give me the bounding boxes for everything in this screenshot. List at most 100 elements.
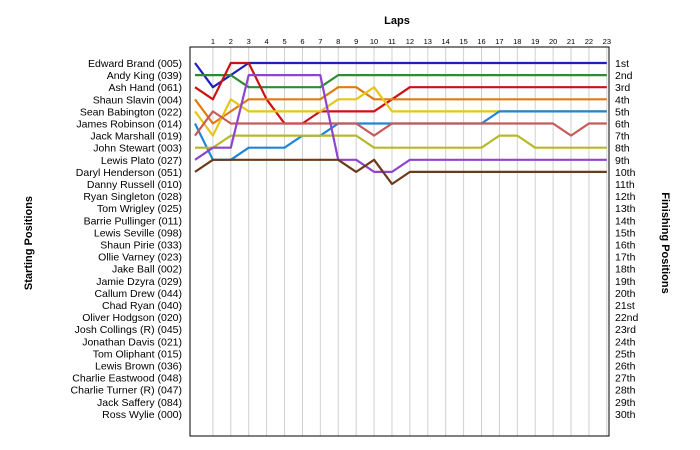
starting-driver-label: Lewis Brown (036) bbox=[95, 361, 182, 373]
starting-driver-label: Ash Hand (061) bbox=[108, 82, 182, 94]
finishing-position-label: 7th bbox=[615, 131, 630, 143]
x-tick-label: 6 bbox=[300, 37, 304, 46]
starting-driver-label: Charlie Eastwood (048) bbox=[72, 373, 182, 385]
starting-driver-label: Charlie Turner (R) (047) bbox=[71, 385, 182, 397]
finishing-position-label: 25th bbox=[615, 348, 636, 360]
finishing-position-label: 14th bbox=[615, 215, 636, 227]
starting-driver-label: Shaun Slavin (004) bbox=[93, 94, 182, 106]
finishing-position-label: 5th bbox=[615, 106, 630, 118]
x-tick-label: 7 bbox=[318, 37, 322, 46]
starting-driver-label: Sean Babington (022) bbox=[80, 106, 182, 118]
plot-frame bbox=[189, 46, 610, 437]
series-line bbox=[195, 73, 607, 89]
starting-driver-label: Andy King (039) bbox=[107, 70, 182, 82]
finishing-position-label: 8th bbox=[615, 143, 630, 155]
series-line bbox=[194, 61, 607, 89]
starting-driver-label: Callum Drew (044) bbox=[94, 288, 182, 300]
x-tick-label: 16 bbox=[477, 37, 485, 46]
finishing-position-label: 21st bbox=[615, 300, 635, 312]
finishing-position-label: 18th bbox=[615, 264, 636, 276]
finishing-position-label: 3rd bbox=[615, 82, 630, 94]
series-line bbox=[194, 158, 607, 186]
x-tick-label: 18 bbox=[513, 37, 521, 46]
x-tick-label: 20 bbox=[549, 37, 557, 46]
starting-driver-label: Tom Oliphant (015) bbox=[93, 348, 182, 360]
finishing-position-label: 4th bbox=[615, 94, 630, 106]
x-tick-label: 1 bbox=[211, 37, 215, 46]
series-line bbox=[195, 134, 607, 149]
finishing-position-label: 16th bbox=[615, 240, 636, 252]
starting-driver-label: John Stewart (003) bbox=[93, 143, 182, 155]
x-tick-label: 23 bbox=[603, 37, 611, 46]
starting-driver-label: Jonathan Davis (021) bbox=[82, 336, 182, 348]
starting-driver-label: Jamie Dzyra (029) bbox=[96, 276, 182, 288]
finishing-position-label: 30th bbox=[615, 409, 636, 421]
starting-driver-label: Josh Collings (R) (045) bbox=[75, 324, 182, 336]
finishing-position-label: 26th bbox=[615, 361, 636, 373]
series-line bbox=[194, 73, 607, 173]
finishing-position-label: 17th bbox=[615, 252, 636, 264]
starting-driver-label: Chad Ryan (040) bbox=[102, 300, 182, 312]
finishing-position-label: 13th bbox=[615, 203, 636, 215]
finishing-position-label: 23rd bbox=[615, 324, 636, 336]
x-tick-label: 12 bbox=[406, 37, 414, 46]
x-tick-label: 11 bbox=[388, 37, 396, 46]
finishing-position-label: 28th bbox=[615, 385, 636, 397]
starting-position-labels: Edward Brand (005)Andy King (039)Ash Han… bbox=[71, 58, 182, 421]
finishing-position-label: 20th bbox=[615, 288, 636, 300]
series-line bbox=[194, 110, 607, 137]
starting-driver-label: Lewis Plato (027) bbox=[101, 155, 182, 167]
series-line bbox=[194, 61, 607, 125]
x-tick-label: 22 bbox=[585, 37, 593, 46]
starting-driver-label: Barrie Pullinger (011) bbox=[84, 215, 182, 227]
x-tick-label: 17 bbox=[495, 37, 503, 46]
x-tick-label: 14 bbox=[442, 37, 450, 46]
starting-driver-label: Danny Russell (010) bbox=[87, 179, 182, 191]
x-tick-label: 10 bbox=[370, 37, 378, 46]
series-lines bbox=[194, 61, 607, 186]
finishing-position-label: 1st bbox=[615, 58, 629, 70]
finishing-position-label: 24th bbox=[615, 336, 636, 348]
starting-driver-label: Oliver Hodgson (020) bbox=[82, 312, 182, 324]
starting-driver-label: James Robinson (014) bbox=[76, 119, 182, 131]
x-tick-label: 2 bbox=[229, 37, 233, 46]
starting-driver-label: Tom Wrigley (025) bbox=[97, 203, 182, 215]
x-tick-label: 8 bbox=[336, 37, 340, 46]
starting-driver-label: Daryl Henderson (051) bbox=[76, 167, 182, 179]
right-axis-title: Finishing Positions bbox=[659, 192, 671, 293]
x-tick-label: 19 bbox=[531, 37, 539, 46]
x-tick-label: 21 bbox=[567, 37, 575, 46]
starting-driver-label: Shaun Pirie (033) bbox=[100, 240, 182, 252]
finishing-position-label: 22nd bbox=[615, 312, 639, 324]
finishing-position-label: 2nd bbox=[615, 70, 633, 82]
x-axis-title: Laps bbox=[384, 15, 410, 27]
finishing-position-labels: 1st2nd3rd4th5th6th7th8th9th10th11th12th1… bbox=[615, 58, 639, 421]
x-tick-label: 4 bbox=[265, 37, 269, 46]
starting-driver-label: Ryan Singleton (028) bbox=[83, 191, 182, 203]
finishing-position-label: 11th bbox=[615, 179, 635, 191]
starting-driver-label: Ross Wylie (000) bbox=[102, 409, 182, 421]
finishing-position-label: 12th bbox=[615, 191, 636, 203]
x-tick-label: 9 bbox=[354, 37, 358, 46]
x-tick-label: 5 bbox=[282, 37, 286, 46]
series-line bbox=[194, 86, 607, 125]
starting-driver-label: Jack Saffery (084) bbox=[97, 397, 182, 409]
finishing-position-label: 19th bbox=[615, 276, 636, 288]
finishing-position-label: 15th bbox=[615, 227, 636, 239]
left-axis-title: Starting Positions bbox=[23, 196, 35, 290]
starting-driver-label: Jack Marshall (019) bbox=[90, 131, 182, 143]
starting-driver-label: Jake Ball (002) bbox=[112, 264, 182, 276]
finishing-position-label: 27th bbox=[615, 373, 636, 385]
starting-driver-label: Edward Brand (005) bbox=[88, 58, 182, 70]
finishing-position-label: 29th bbox=[615, 397, 636, 409]
starting-driver-label: Lewis Seville (098) bbox=[94, 227, 182, 239]
x-tick-label: 15 bbox=[459, 37, 467, 46]
finishing-position-label: 9th bbox=[615, 155, 630, 167]
x-tick-label: 13 bbox=[424, 37, 432, 46]
x-tick-labels: 1 2 3 4 5 6 7 8 9 10 11 12 13 14 15 16 17 18 19 20 21 22 23 bbox=[211, 37, 611, 46]
finishing-position-label: 10th bbox=[615, 167, 636, 179]
finishing-position-label: 6th bbox=[615, 119, 630, 131]
starting-driver-label: Ollie Varney (023) bbox=[98, 252, 182, 264]
x-tick-label: 3 bbox=[247, 37, 251, 46]
